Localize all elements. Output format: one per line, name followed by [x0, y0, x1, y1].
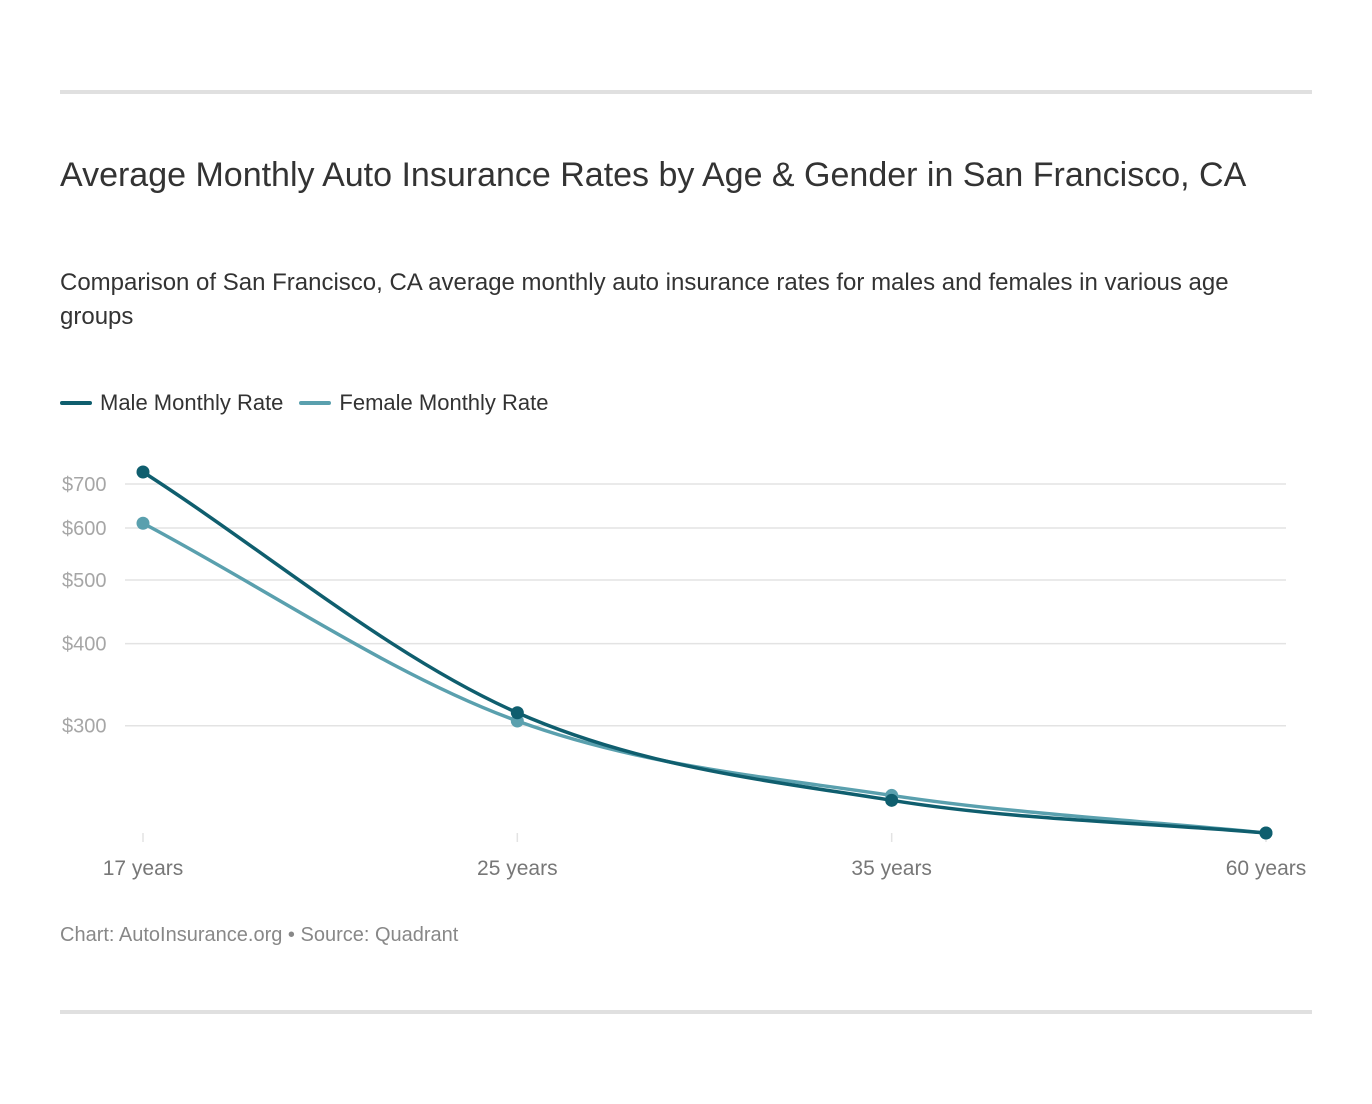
legend-item-male[interactable]: Male Monthly Rate	[60, 390, 283, 416]
top-divider	[60, 90, 1312, 94]
x-tick-label: 35 years	[851, 857, 932, 880]
data-point-male	[885, 793, 899, 807]
y-tick-label: $300	[62, 716, 107, 738]
y-tick-label: $500	[62, 570, 107, 592]
chart-credit[interactable]: Chart: AutoInsurance.org	[60, 924, 283, 946]
series-line-male	[141, 470, 1268, 835]
y-tick-label: $700	[62, 474, 107, 496]
x-tick-label: 60 years	[1226, 857, 1307, 880]
chart-title: Average Monthly Auto Insurance Rates by …	[60, 156, 1247, 194]
y-tick-label: $600	[62, 518, 107, 540]
source-credit[interactable]: Source: Quadrant	[300, 924, 459, 946]
legend-label-female: Female Monthly Rate	[339, 390, 549, 415]
chart-subtitle: Comparison of San Francisco, CA average …	[60, 269, 1229, 330]
data-point-female	[136, 516, 150, 530]
data-point-male	[136, 465, 150, 479]
legend-swatch-male	[60, 401, 92, 405]
x-tick-label: 17 years	[103, 857, 184, 880]
x-tick-label: 25 years	[477, 857, 558, 880]
legend-swatch-female	[299, 401, 332, 405]
bottom-divider	[60, 1010, 1312, 1014]
data-point-male	[510, 706, 524, 720]
data-point-male	[1259, 826, 1273, 840]
chart-legend: Male Monthly Rate Female Monthly Rate	[60, 390, 565, 416]
y-tick-label: $400	[62, 634, 107, 656]
legend-label-male: Male Monthly Rate	[100, 390, 284, 415]
footer-separator: •	[282, 924, 301, 946]
legend-item-female[interactable]: Female Monthly Rate	[299, 390, 549, 416]
series-line-female	[141, 521, 1268, 835]
chart-footer: Chart: AutoInsurance.org • Source: Quadr…	[60, 924, 458, 947]
